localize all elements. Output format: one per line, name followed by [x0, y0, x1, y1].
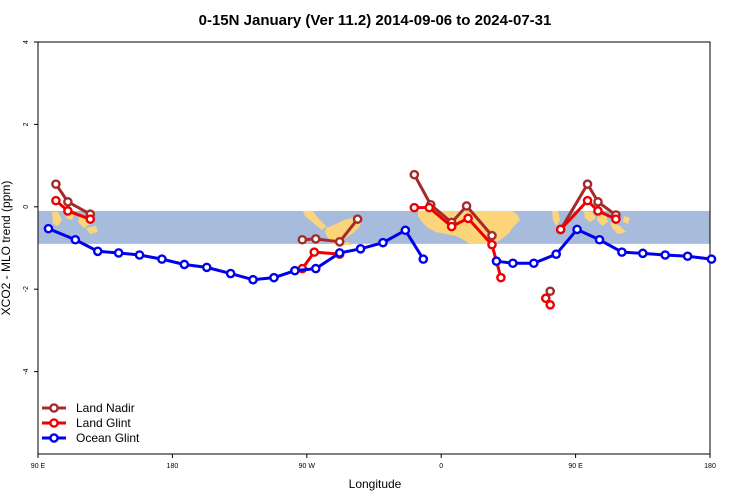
y-axis-label: XCO2 - MLO trend (ppm) — [0, 181, 13, 316]
data-point — [179, 259, 190, 270]
data-point — [225, 268, 236, 279]
data-point — [496, 272, 506, 283]
y-tick-label: -4 — [23, 368, 30, 374]
data-point — [310, 234, 321, 244]
data-point — [409, 169, 420, 180]
data-point — [355, 244, 366, 254]
data-point — [487, 239, 497, 250]
data-point — [540, 293, 551, 304]
data-point — [611, 214, 621, 224]
data-point — [682, 251, 693, 262]
data-point — [594, 234, 605, 245]
data-point — [638, 248, 648, 259]
chart-title: 0-15N January (Ver 11.2) 2014-09-06 to 2… — [199, 12, 552, 29]
data-point — [201, 262, 212, 273]
data-point — [461, 201, 472, 211]
data-point — [290, 265, 300, 276]
data-point — [70, 234, 81, 245]
data-point — [297, 234, 308, 245]
data-point — [545, 286, 556, 297]
data-point — [508, 258, 518, 269]
data-point — [134, 250, 145, 260]
legend-label: Land Glint — [76, 416, 131, 430]
data-point — [424, 202, 435, 213]
x-tick-label: 90 E — [568, 463, 583, 470]
x-tick-label: 90 E — [31, 463, 46, 470]
legend-label: Ocean Glint — [76, 431, 140, 445]
data-point — [51, 179, 61, 189]
data-point — [551, 249, 561, 259]
data-point — [409, 202, 420, 213]
x-tick-label: 180 — [167, 463, 179, 470]
y-tick-label: 4 — [23, 40, 30, 44]
data-point — [582, 179, 593, 189]
data-point — [660, 250, 671, 260]
legend-marker — [49, 433, 59, 443]
y-tick-label: 2 — [23, 122, 30, 126]
data-point — [63, 206, 73, 216]
data-point — [309, 247, 320, 257]
data-point — [555, 224, 566, 235]
data-point — [334, 248, 345, 258]
data-point — [51, 195, 61, 206]
series-line — [54, 183, 91, 216]
data-point — [528, 258, 539, 269]
data-point — [446, 221, 457, 232]
data-point — [310, 263, 321, 274]
y-tick-label: 0 — [23, 205, 30, 209]
series-line — [559, 199, 617, 231]
data-point — [352, 214, 363, 224]
data-point — [85, 214, 96, 224]
data-point — [593, 206, 603, 216]
data-point — [491, 256, 502, 266]
data-point — [113, 248, 124, 258]
data-point — [418, 254, 429, 264]
y-tick-label: -2 — [23, 286, 30, 292]
data-point — [92, 246, 103, 257]
data-point — [248, 274, 258, 285]
plot-frame — [37, 41, 711, 455]
data-point — [706, 254, 717, 264]
legend-marker — [49, 418, 59, 428]
data-point — [43, 223, 54, 234]
data-point — [157, 254, 167, 264]
legend-marker — [49, 403, 59, 413]
data-point — [617, 247, 627, 257]
x-axis-label: Longitude — [349, 477, 402, 491]
data-point — [334, 237, 345, 247]
data-point — [545, 300, 556, 310]
series-land-glint — [51, 195, 621, 310]
series-lines — [43, 169, 717, 310]
data-point — [487, 230, 497, 241]
legend-label: Land Nadir — [76, 401, 135, 415]
data-point — [269, 272, 279, 283]
x-tick-label: 180 — [704, 463, 716, 470]
data-point — [378, 237, 388, 248]
data-point — [593, 197, 603, 207]
series-line — [559, 182, 617, 231]
data-point — [572, 224, 582, 235]
series-line — [302, 218, 359, 244]
x-tick-label: 90 W — [299, 463, 316, 470]
data-point — [463, 213, 473, 224]
series-ocean-glint — [43, 223, 717, 285]
data-point — [400, 225, 411, 236]
x-tick-label: 0 — [439, 463, 443, 470]
data-point — [63, 197, 73, 207]
data-point — [582, 195, 593, 206]
axes: -4 -2 0 2 4 90 E 180 90 W 0 90 E 180 — [23, 40, 716, 470]
